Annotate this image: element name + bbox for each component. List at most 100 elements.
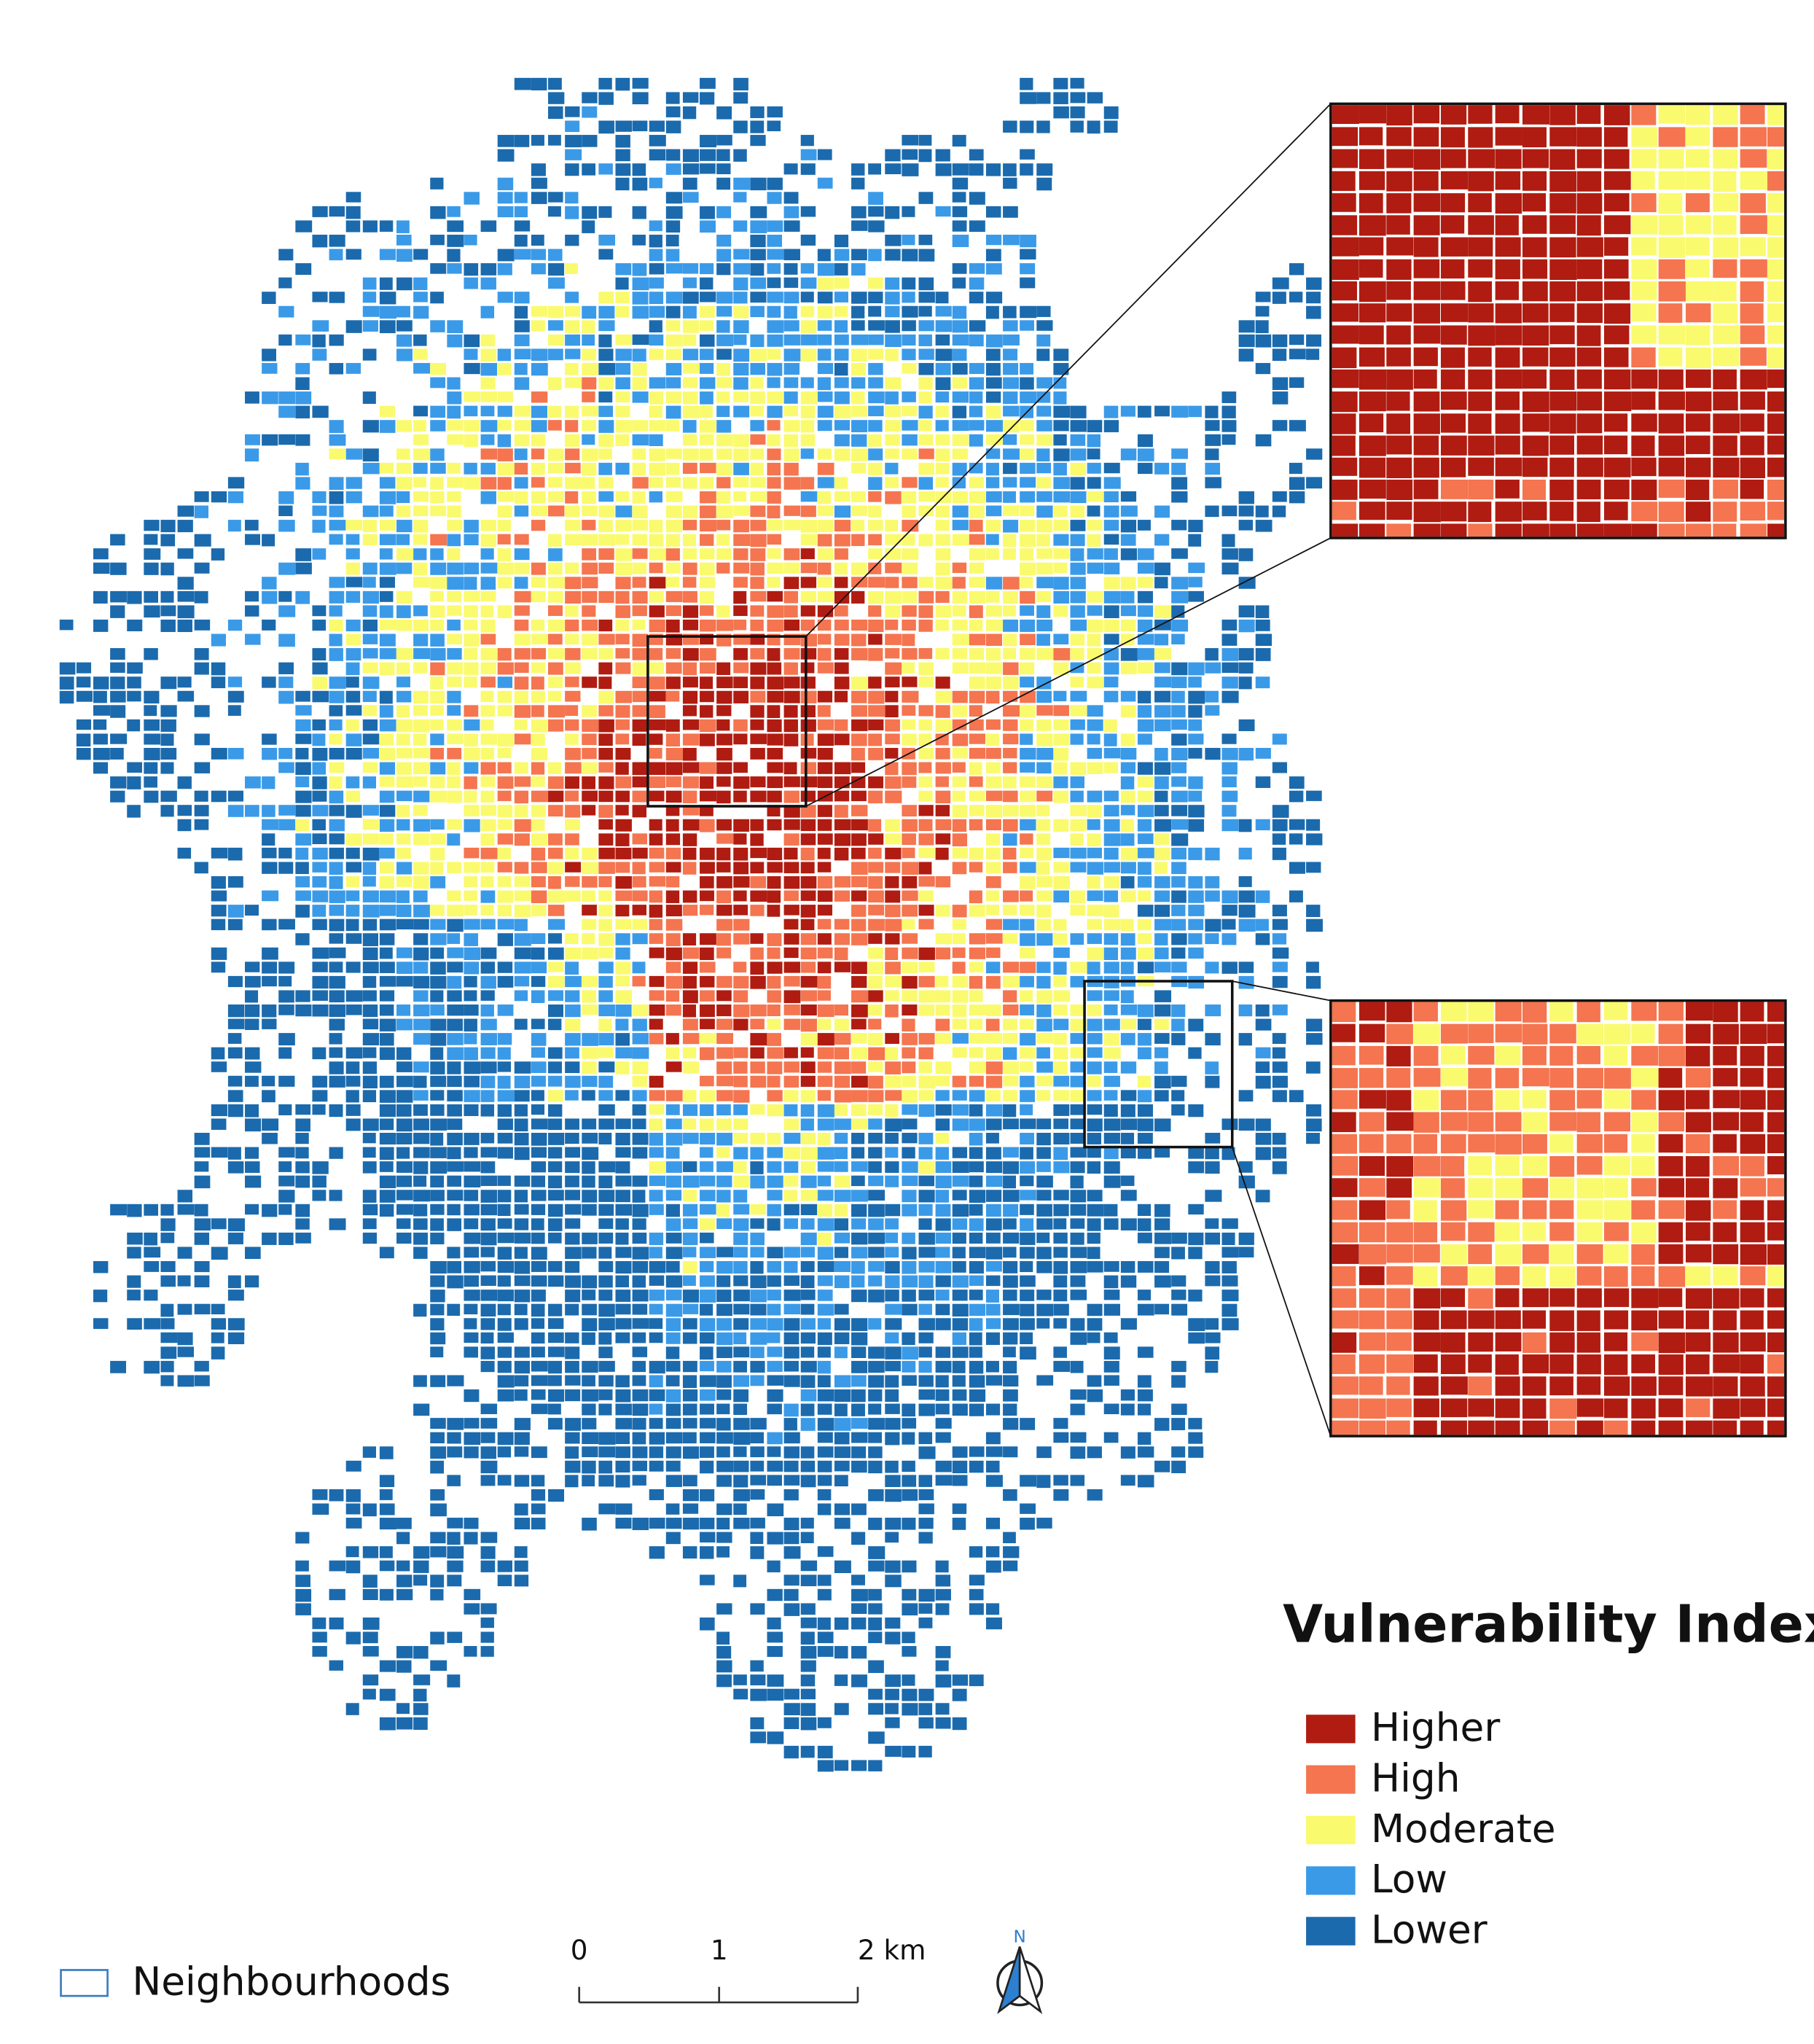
map-block: [767, 405, 783, 418]
map-block: [1154, 1118, 1171, 1132]
map-block: [918, 348, 934, 360]
map-block: [834, 1204, 848, 1217]
map-block: [447, 1047, 464, 1061]
map-block: [851, 747, 865, 761]
map-block: [329, 491, 344, 504]
map-block: [1255, 933, 1270, 945]
map-block: [902, 776, 917, 788]
map-block: [918, 534, 933, 547]
map-block: [262, 1204, 278, 1217]
map-block: [615, 1061, 630, 1074]
map-block: [716, 619, 734, 631]
map-block: [464, 1033, 477, 1045]
map-block: [396, 833, 411, 845]
map-block: [952, 1332, 966, 1346]
map-block: [531, 1275, 547, 1287]
map-block: [800, 819, 816, 832]
map-block: [817, 1475, 832, 1486]
map-block: [430, 1290, 445, 1303]
map-block: [464, 1332, 479, 1343]
map-block: [1003, 1232, 1020, 1244]
map-block: [868, 1360, 885, 1373]
inset-block: [1767, 215, 1785, 235]
map-block: [1020, 733, 1033, 745]
map-block: [329, 890, 345, 903]
map-block: [665, 905, 682, 917]
map-block: [716, 520, 731, 531]
map-block: [1272, 805, 1289, 818]
map-block: [834, 1518, 851, 1529]
map-block: [480, 1218, 496, 1231]
map-block: [817, 305, 833, 319]
map-block: [969, 975, 983, 989]
map-block: [1205, 1261, 1220, 1274]
map-block: [1070, 520, 1086, 531]
map-block: [716, 1033, 733, 1045]
map-block: [514, 1475, 530, 1487]
map-block: [598, 249, 614, 260]
map-block: [531, 1489, 546, 1501]
map-block: [379, 747, 396, 761]
map-block: [1003, 1061, 1020, 1074]
map-block: [750, 1489, 765, 1500]
map-block: [531, 1503, 546, 1515]
map-block: [379, 1588, 394, 1601]
map-block: [767, 1261, 782, 1273]
map-block: [969, 1588, 984, 1601]
map-block: [1070, 1175, 1084, 1189]
map-block: [632, 1104, 646, 1116]
map-block: [767, 1047, 783, 1059]
map-block: [800, 1360, 817, 1373]
map-block: [649, 120, 665, 132]
map-block: [868, 747, 883, 760]
map-block: [1103, 648, 1119, 660]
map-block: [1020, 918, 1035, 931]
map-block: [1070, 1290, 1087, 1300]
map-block: [969, 1403, 984, 1416]
map-block: [682, 690, 698, 704]
map-block: [227, 1018, 245, 1029]
map-block: [582, 562, 598, 575]
map-block: [531, 847, 546, 861]
map-block: [767, 534, 781, 545]
map-block: [582, 1247, 597, 1259]
map-block: [1205, 918, 1221, 932]
map-block: [430, 1047, 444, 1060]
map-block: [700, 933, 716, 945]
map-block: [783, 305, 797, 319]
map-block: [834, 1560, 851, 1573]
map-block: [649, 1389, 665, 1402]
map-block: [649, 1004, 665, 1016]
map-block: [918, 1190, 935, 1203]
map-block: [1103, 491, 1119, 503]
map-block: [700, 305, 715, 318]
map-block: [1306, 448, 1323, 460]
map-block: [817, 762, 833, 774]
map-block: [1036, 462, 1052, 474]
map-block: [565, 377, 582, 389]
map-block: [733, 1175, 750, 1188]
map-block: [582, 135, 598, 147]
map-block: [565, 1346, 580, 1360]
map-block: [885, 905, 901, 918]
map-block: [1070, 1161, 1085, 1174]
map-block: [716, 206, 732, 219]
map-block: [969, 1247, 986, 1258]
map-block: [649, 1303, 663, 1315]
map-block: [700, 676, 714, 690]
map-block: [935, 1418, 952, 1429]
map-block: [1238, 1033, 1252, 1046]
map-block: [632, 1375, 646, 1386]
map-block: [514, 448, 528, 461]
map-block: [379, 1161, 394, 1172]
map-block: [800, 776, 818, 788]
map-block: [531, 420, 547, 432]
inset-block: [1495, 171, 1521, 190]
map-block: [885, 163, 902, 175]
map-block: [716, 1403, 730, 1415]
map-block: [834, 1617, 849, 1630]
map-block: [716, 1247, 734, 1257]
map-block: [649, 1318, 663, 1329]
map-block: [413, 905, 430, 918]
map-block: [480, 1290, 498, 1301]
